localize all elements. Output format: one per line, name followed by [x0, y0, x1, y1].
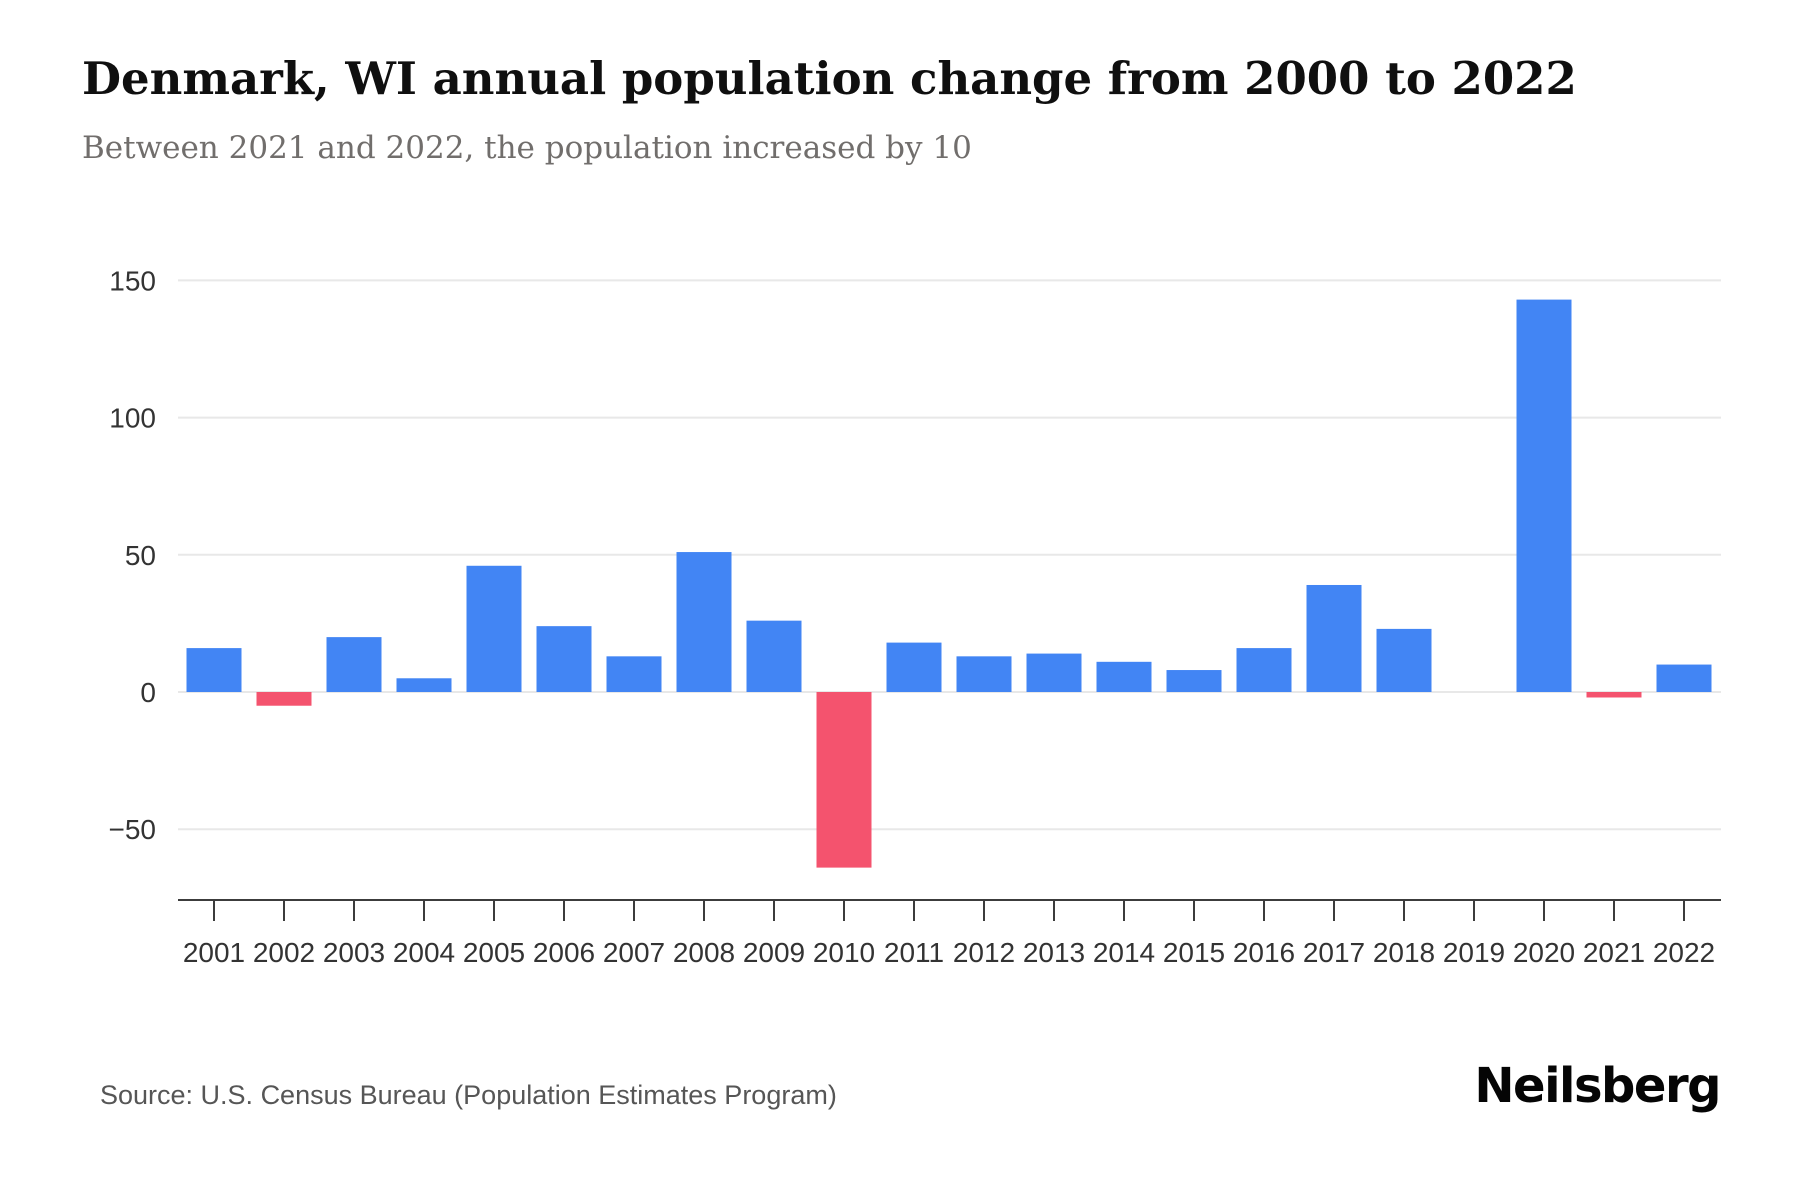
x-axis-label-2020: 2020: [1513, 937, 1575, 968]
bar-2020[interactable]: [1516, 299, 1572, 692]
page-subtitle: Between 2021 and 2022, the population in…: [82, 130, 972, 166]
grid-layer: 150 100 50 0 −50: [109, 265, 1721, 845]
bar-2016[interactable]: [1236, 648, 1292, 692]
bar-2006[interactable]: [536, 626, 592, 692]
bar-layer: [186, 299, 1712, 868]
bar-2011[interactable]: [886, 642, 942, 692]
y-axis-label-50: 50: [125, 540, 156, 571]
x-axis-label-2022: 2022: [1653, 937, 1715, 968]
bar-2001[interactable]: [186, 648, 242, 692]
bar-2010[interactable]: [816, 692, 872, 868]
x-axis-label-2004: 2004: [393, 937, 455, 968]
bar-2017[interactable]: [1306, 584, 1362, 692]
x-axis-label-2005: 2005: [463, 937, 525, 968]
page-title: Denmark, WI annual population change fro…: [82, 52, 1577, 105]
bar-2003[interactable]: [326, 637, 382, 692]
x-axis-label-2015: 2015: [1163, 937, 1225, 968]
x-axis-label-2021: 2021: [1583, 937, 1645, 968]
x-axis-label-2017: 2017: [1303, 937, 1365, 968]
source-text: Source: U.S. Census Bureau (Population E…: [100, 1080, 837, 1110]
x-axis-label-2019: 2019: [1443, 937, 1505, 968]
bar-2014[interactable]: [1096, 661, 1152, 692]
bar-2013[interactable]: [1026, 653, 1082, 692]
x-axis-label-2001: 2001: [183, 937, 245, 968]
brand-logo: Neilsberg: [1474, 1058, 1721, 1114]
x-axis-label-2007: 2007: [603, 937, 665, 968]
bar-2008[interactable]: [676, 552, 732, 692]
x-axis-label-2014: 2014: [1093, 937, 1155, 968]
x-axis-label-2010: 2010: [813, 937, 875, 968]
bar-2021[interactable]: [1586, 692, 1642, 698]
bar-2009[interactable]: [746, 620, 802, 692]
axis-layer: 2001 2002 2003 2004 2005 2006 2007 2008 2009 2010…: [178, 899, 1721, 968]
x-axis-label-2009: 2009: [743, 937, 805, 968]
x-axis-label-2018: 2018: [1373, 937, 1435, 968]
bar-2012[interactable]: [956, 656, 1012, 692]
x-axis-label-2008: 2008: [673, 937, 735, 968]
bar-2007[interactable]: [606, 656, 662, 692]
y-axis-label-100: 100: [109, 403, 156, 434]
x-axis-label-2003: 2003: [323, 937, 385, 968]
bar-2005[interactable]: [466, 565, 522, 692]
y-axis-label-150: 150: [109, 265, 156, 296]
x-axis-label-2011: 2011: [884, 937, 944, 968]
bar-2022[interactable]: [1656, 664, 1712, 692]
x-axis-label-2013: 2013: [1023, 937, 1085, 968]
y-axis-label-0: 0: [140, 677, 156, 708]
bar-2002[interactable]: [256, 692, 312, 706]
y-axis-label-−50: −50: [109, 814, 157, 845]
x-axis-label-2016: 2016: [1233, 937, 1295, 968]
bar-2004[interactable]: [396, 678, 452, 692]
bar-2018[interactable]: [1376, 628, 1432, 692]
bar-2015[interactable]: [1166, 670, 1222, 692]
x-axis-label-2012: 2012: [953, 937, 1015, 968]
x-axis-label-2006: 2006: [533, 937, 595, 968]
x-axis-label-2002: 2002: [253, 937, 315, 968]
